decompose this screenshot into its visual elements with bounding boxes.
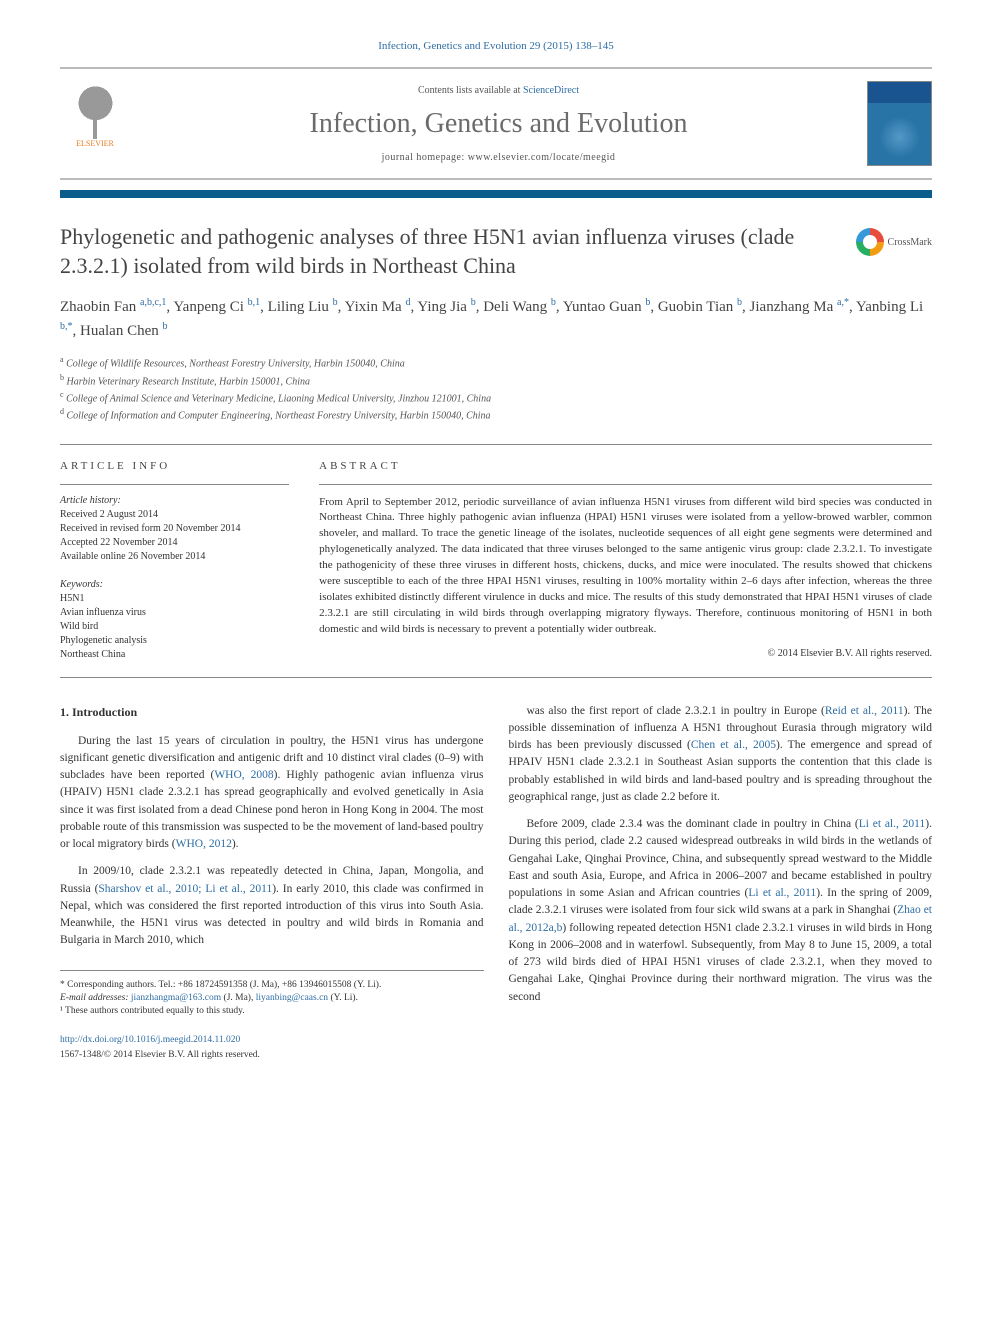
- authors-list: Zhaobin Fan a,b,c,1, Yanpeng Ci b,1, Lil…: [60, 295, 932, 342]
- history-item: Available online 26 November 2014: [60, 550, 289, 564]
- divider: [60, 190, 932, 198]
- emails-label: E-mail addresses:: [60, 993, 131, 1003]
- history-item: Received in revised form 20 November 201…: [60, 522, 289, 536]
- corresponding-author-note: * Corresponding authors. Tel.: +86 18724…: [60, 979, 484, 992]
- affiliation: a College of Wildlife Resources, Northea…: [60, 354, 932, 371]
- title-text: Phylogenetic and pathogenic analyses of …: [60, 224, 794, 278]
- history-label: Article history:: [60, 495, 289, 506]
- article-title: Phylogenetic and pathogenic analyses of …: [60, 223, 932, 280]
- emails-value: jianzhangma@163.com (J. Ma), liyanbing@c…: [131, 993, 358, 1003]
- contents-line: Contents lists available at ScienceDirec…: [130, 85, 867, 96]
- homepage-url[interactable]: www.elsevier.com/locate/meegid: [468, 152, 616, 163]
- equal-contribution-note: ¹ These authors contributed equally to t…: [60, 1005, 484, 1018]
- elsevier-tree-icon: [73, 84, 118, 139]
- journal-cover-thumbnail: [867, 81, 932, 166]
- history-items: Received 2 August 2014Received in revise…: [60, 508, 289, 564]
- keyword: Northeast China: [60, 648, 289, 662]
- body-columns: 1. Introduction During the last 15 years…: [60, 703, 932, 1062]
- email-line: E-mail addresses: jianzhangma@163.com (J…: [60, 992, 484, 1005]
- abstract-text: From April to September 2012, periodic s…: [319, 495, 932, 638]
- journal-banner: ELSEVIER Contents lists available at Sci…: [60, 67, 932, 180]
- article-info-left: ARTICLE INFO Article history: Received 2…: [60, 445, 304, 677]
- doi-block: http://dx.doi.org/10.1016/j.meegid.2014.…: [60, 1033, 484, 1062]
- publisher-name: ELSEVIER: [76, 139, 114, 148]
- elsevier-logo: ELSEVIER: [60, 84, 130, 164]
- keyword: Phylogenetic analysis: [60, 634, 289, 648]
- article-info-label: ARTICLE INFO: [60, 460, 289, 472]
- abstract-label: ABSTRACT: [319, 460, 932, 472]
- crossmark-badge[interactable]: CrossMark: [856, 228, 932, 256]
- email-link[interactable]: jianzhangma@163.com: [131, 993, 221, 1003]
- body-paragraph: Before 2009, clade 2.3.4 was the dominan…: [509, 816, 933, 1006]
- body-col-left: 1. Introduction During the last 15 years…: [60, 703, 484, 1062]
- homepage-prefix: journal homepage:: [382, 152, 468, 163]
- affiliation: d College of Information and Computer En…: [60, 406, 932, 423]
- keywords-items: H5N1Avian influenza virusWild birdPhylog…: [60, 592, 289, 662]
- keyword: H5N1: [60, 592, 289, 606]
- affiliations-list: a College of Wildlife Resources, Northea…: [60, 354, 932, 423]
- journal-name: Infection, Genetics and Evolution: [130, 108, 867, 140]
- body-paragraph: In 2009/10, clade 2.3.2.1 was repeatedly…: [60, 863, 484, 949]
- col1-paragraphs: During the last 15 years of circulation …: [60, 733, 484, 950]
- journal-center: Contents lists available at ScienceDirec…: [130, 85, 867, 163]
- article-info-block: ARTICLE INFO Article history: Received 2…: [60, 444, 932, 678]
- history-item: Received 2 August 2014: [60, 508, 289, 522]
- history-item: Accepted 22 November 2014: [60, 536, 289, 550]
- abstract-block: ABSTRACT From April to September 2012, p…: [304, 445, 932, 677]
- header-citation: Infection, Genetics and Evolution 29 (20…: [60, 40, 932, 52]
- keyword: Wild bird: [60, 620, 289, 634]
- email-link[interactable]: liyanbing@caas.cn: [256, 993, 328, 1003]
- footnotes: * Corresponding authors. Tel.: +86 18724…: [60, 970, 484, 1019]
- crossmark-icon: [856, 228, 884, 256]
- issn-copyright: 1567-1348/© 2014 Elsevier B.V. All right…: [60, 1050, 260, 1060]
- body-paragraph: During the last 15 years of circulation …: [60, 733, 484, 854]
- keyword: Avian influenza virus: [60, 606, 289, 620]
- abstract-copyright: © 2014 Elsevier B.V. All rights reserved…: [319, 648, 932, 659]
- affiliation: b Harbin Veterinary Research Institute, …: [60, 372, 932, 389]
- doi-link[interactable]: http://dx.doi.org/10.1016/j.meegid.2014.…: [60, 1035, 240, 1045]
- contents-prefix: Contents lists available at: [418, 85, 523, 96]
- crossmark-label: CrossMark: [888, 236, 932, 249]
- col2-paragraphs: was also the first report of clade 2.3.2…: [509, 703, 933, 1006]
- affiliation: c College of Animal Science and Veterina…: [60, 389, 932, 406]
- section-heading: 1. Introduction: [60, 703, 484, 721]
- keywords-label: Keywords:: [60, 579, 289, 590]
- sciencedirect-link[interactable]: ScienceDirect: [523, 85, 579, 96]
- body-paragraph: was also the first report of clade 2.3.2…: [509, 703, 933, 807]
- journal-homepage: journal homepage: www.elsevier.com/locat…: [130, 152, 867, 163]
- page-root: Infection, Genetics and Evolution 29 (20…: [0, 0, 992, 1102]
- body-col-right: was also the first report of clade 2.3.2…: [509, 703, 933, 1062]
- history-block: Article history: Received 2 August 2014R…: [60, 484, 289, 662]
- abstract-wrap: From April to September 2012, periodic s…: [319, 484, 932, 659]
